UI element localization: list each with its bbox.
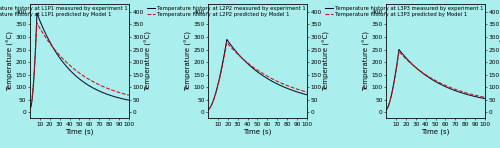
Temperature history at L2P2 measured by experiment 1 [215, 83, 221, 85]
Temperature history at L2P2 predicted by Model 1 [304, 91, 310, 93]
Line: Temperature history at L3P3 predicted by Model 1: Temperature history at L3P3 predicted by… [386, 52, 485, 110]
Temperature history at L1P1 predicted by Model 1 [37, 28, 43, 30]
Legend: Temperature history at L1P1 measured by experiment 1, Temperature history at L1P: Temperature history at L1P1 measured by … [0, 5, 128, 17]
Temperature history at L2P2 predicted by Model 1 [215, 84, 221, 86]
Temperature history at L3P3 predicted by Model 1 [393, 69, 399, 71]
Temperature history at L3P3 measured by experiment 1 [383, 109, 389, 111]
Temperature history at L3P3 predicted by Model 1 [423, 74, 429, 76]
Temperature history at L3P3 predicted by Model 1 [383, 109, 389, 111]
Temperature history at L3P3 measured by experiment 1 [460, 92, 466, 94]
Y-axis label: Temperature (°C): Temperature (°C) [6, 31, 14, 91]
Y-axis label: Temperature (°C): Temperature (°C) [363, 31, 370, 91]
Legend: Temperature history at L3P3 measured by experiment 1, Temperature history at L3P: Temperature history at L3P3 measured by … [325, 5, 484, 17]
Temperature history at L1P1 predicted by Model 1 [95, 83, 101, 85]
Temperature history at L1P1 measured by experiment 1 [34, 12, 40, 14]
Temperature history at L2P2 predicted by Model 1 [248, 65, 254, 67]
Temperature history at L1P1 predicted by Model 1 [34, 22, 40, 24]
Temperature history at L2P2 measured by experiment 1 [273, 82, 279, 84]
Temperature history at L1P1 measured by experiment 1 [27, 107, 33, 109]
Temperature history at L3P3 measured by experiment 1 [423, 75, 429, 77]
Temperature history at L1P1 measured by experiment 1 [104, 93, 110, 95]
Line: Temperature history at L1P1 predicted by Model 1: Temperature history at L1P1 predicted by… [30, 23, 129, 108]
Line: Temperature history at L2P2 measured by experiment 1: Temperature history at L2P2 measured by … [208, 40, 307, 110]
Temperature history at L3P3 measured by experiment 1 [462, 93, 468, 95]
Temperature history at L2P2 predicted by Model 1 [224, 42, 230, 43]
Temperature history at L2P2 predicted by Model 1 [245, 62, 251, 64]
Temperature history at L1P1 measured by experiment 1 [70, 73, 76, 75]
Temperature history at L3P3 measured by experiment 1 [451, 89, 457, 91]
X-axis label: Time (s): Time (s) [66, 128, 94, 135]
X-axis label: Time (s): Time (s) [422, 128, 450, 135]
Temperature history at L1P1 predicted by Model 1 [126, 94, 132, 96]
Temperature history at L2P2 measured by experiment 1 [284, 87, 290, 89]
Line: Temperature history at L3P3 measured by experiment 1: Temperature history at L3P3 measured by … [386, 50, 485, 110]
Temperature history at L3P3 predicted by Model 1 [451, 88, 457, 90]
Y-axis label: Temperature (°C): Temperature (°C) [184, 31, 192, 91]
Y-axis label: Temperature (°C): Temperature (°C) [145, 31, 152, 91]
Temperature history at L1P1 predicted by Model 1 [106, 88, 112, 90]
Temperature history at L2P2 predicted by Model 1 [282, 84, 288, 86]
Temperature history at L3P3 measured by experiment 1 [482, 98, 488, 99]
Temperature history at L3P3 measured by experiment 1 [393, 68, 399, 70]
Temperature history at L2P2 measured by experiment 1 [304, 94, 310, 96]
Line: Temperature history at L1P1 measured by experiment 1: Temperature history at L1P1 measured by … [30, 13, 129, 108]
Temperature history at L3P3 predicted by Model 1 [482, 96, 488, 98]
Temperature history at L2P2 predicted by Model 1 [284, 85, 290, 86]
Temperature history at L1P1 predicted by Model 1 [67, 65, 73, 67]
Temperature history at L1P1 predicted by Model 1 [27, 107, 33, 109]
Temperature history at L1P1 measured by experiment 1 [106, 94, 112, 96]
Temperature history at L2P2 measured by experiment 1 [248, 66, 254, 68]
Temperature history at L1P1 measured by experiment 1 [67, 70, 73, 71]
Temperature history at L1P1 measured by experiment 1 [95, 90, 101, 91]
Temperature history at L2P2 predicted by Model 1 [273, 80, 279, 82]
Temperature history at L2P2 predicted by Model 1 [205, 109, 211, 111]
Temperature history at L2P2 measured by experiment 1 [282, 87, 288, 89]
Temperature history at L2P2 measured by experiment 1 [224, 39, 230, 40]
Temperature history at L3P3 predicted by Model 1 [427, 76, 433, 78]
Y-axis label: Temperature (°C): Temperature (°C) [323, 31, 330, 91]
Temperature history at L3P3 measured by experiment 1 [427, 77, 433, 79]
X-axis label: Time (s): Time (s) [244, 128, 272, 135]
Temperature history at L3P3 predicted by Model 1 [462, 92, 468, 93]
Temperature history at L2P2 measured by experiment 1 [205, 109, 211, 111]
Temperature history at L2P2 measured by experiment 1 [245, 63, 251, 65]
Temperature history at L3P3 predicted by Model 1 [396, 51, 402, 52]
Temperature history at L1P1 measured by experiment 1 [37, 21, 43, 22]
Temperature history at L3P3 predicted by Model 1 [460, 91, 466, 93]
Temperature history at L1P1 predicted by Model 1 [104, 87, 110, 89]
Temperature history at L3P3 measured by experiment 1 [396, 49, 402, 50]
Line: Temperature history at L2P2 predicted by Model 1: Temperature history at L2P2 predicted by… [208, 42, 307, 110]
Temperature history at L1P1 predicted by Model 1 [70, 68, 76, 70]
Legend: Temperature history at L2P2 measured by experiment 1, Temperature history at L2P: Temperature history at L2P2 measured by … [146, 5, 306, 17]
Temperature history at L1P1 measured by experiment 1 [126, 99, 132, 101]
